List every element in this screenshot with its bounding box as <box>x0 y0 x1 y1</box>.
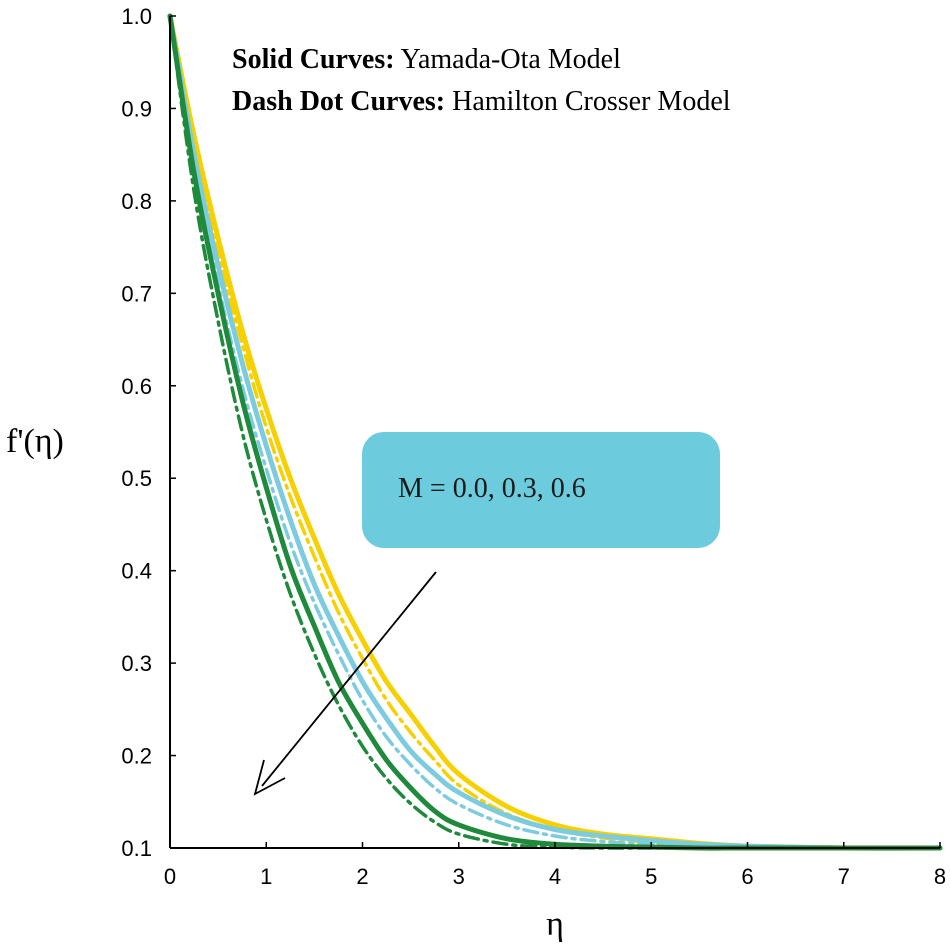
y-tick-label: 0.6 <box>121 374 152 399</box>
x-tick-label: 8 <box>934 864 946 889</box>
x-tick-label: 2 <box>356 864 368 889</box>
legend-dashdot-bold: Dash Dot Curves: <box>232 86 445 117</box>
legend-solid-bold: Solid Curves: <box>232 44 395 75</box>
legend-solid-text: Yamada-Ota Model <box>395 44 622 75</box>
annotation-text: M = 0.0, 0.3, 0.6 <box>398 473 586 504</box>
x-tick-label: 4 <box>549 864 561 889</box>
y-tick-label: 0.9 <box>121 96 152 121</box>
annotation-arrow-head <box>253 759 286 796</box>
y-axis-title: f'(η) <box>6 423 64 460</box>
y-tick-label: 0.7 <box>121 281 152 306</box>
y-tick-label: 1.0 <box>121 4 152 29</box>
y-tick-label: 0.2 <box>121 744 152 769</box>
legend-line-solid: Solid Curves: Yamada-Ota Model <box>232 44 621 75</box>
legend-dashdot-text: Hamilton Crosser Model <box>445 86 731 117</box>
x-tick-label: 3 <box>453 864 465 889</box>
x-axis-title: η <box>546 906 564 943</box>
y-tick-label: 0.1 <box>121 836 152 861</box>
legend-line-dashdot: Dash Dot Curves: Hamilton Crosser Model <box>232 86 731 117</box>
annotation-box <box>362 432 720 548</box>
x-tick-label: 7 <box>838 864 850 889</box>
y-tick-label: 0.3 <box>121 651 152 676</box>
x-tick-label: 0 <box>164 864 176 889</box>
solid-curve-1 <box>167 13 943 851</box>
y-tick-label: 0.5 <box>121 466 152 491</box>
y-tick-label: 0.4 <box>121 559 152 584</box>
series-layer <box>167 13 943 851</box>
x-tick-label: 5 <box>645 864 657 889</box>
x-tick-label: 6 <box>741 864 753 889</box>
y-tick-label: 0.8 <box>121 189 152 214</box>
ticks-layer: 0 1 2 3 4 5 6 7 8 0.1 0.2 0.3 0.4 0.5 0.6 0.7 0.8 0.9 1.0 <box>121 4 946 889</box>
x-tick-label: 1 <box>260 864 272 889</box>
annotation-arrow-line <box>261 571 437 787</box>
